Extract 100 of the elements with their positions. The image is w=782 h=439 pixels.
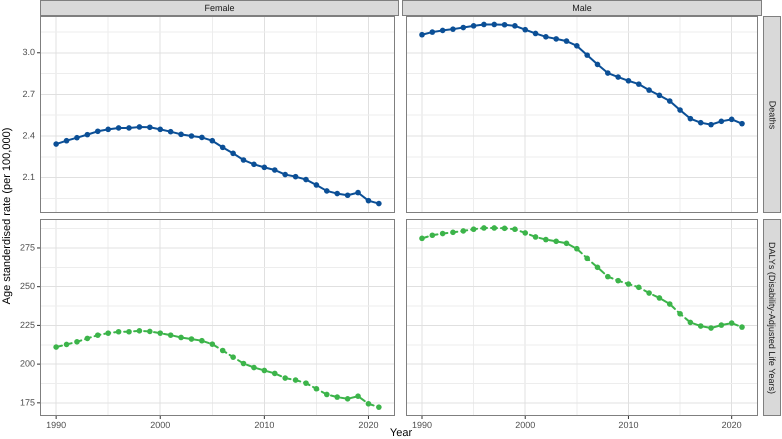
point: [355, 190, 361, 196]
point: [688, 116, 694, 122]
point: [470, 226, 476, 232]
x-axis-title: Year: [390, 427, 412, 439]
point: [94, 128, 101, 134]
point: [512, 23, 518, 29]
y-tick-label: 2.4: [22, 130, 35, 140]
point: [564, 38, 570, 44]
point: [376, 404, 382, 410]
point: [199, 134, 205, 140]
point: [646, 87, 652, 93]
point: [168, 332, 174, 338]
point: [84, 132, 90, 138]
y-tick-label: 3.0: [22, 47, 35, 58]
point: [105, 330, 111, 336]
point: [314, 182, 320, 188]
point: [543, 236, 549, 242]
point: [430, 232, 436, 238]
point: [157, 126, 164, 132]
point: [739, 120, 745, 126]
point: [688, 320, 694, 326]
point: [126, 328, 132, 335]
point: [116, 125, 122, 131]
point: [334, 190, 340, 196]
point: [262, 164, 268, 170]
point: [646, 290, 652, 296]
point: [419, 32, 425, 38]
point: [636, 81, 642, 87]
x-tick-label: 1990: [412, 420, 432, 430]
point: [64, 138, 70, 144]
point: [502, 225, 508, 232]
point: [532, 234, 538, 240]
point: [74, 339, 80, 345]
point: [74, 134, 80, 140]
point: [553, 36, 559, 42]
point: [303, 380, 309, 386]
point: [220, 144, 226, 150]
point: [53, 344, 59, 350]
point: [188, 133, 194, 139]
point: [376, 200, 382, 206]
x-tick-label: 2010: [618, 420, 638, 430]
point: [574, 43, 580, 49]
point: [282, 172, 288, 178]
y-tick-label: 2.7: [22, 88, 35, 99]
point: [440, 230, 446, 236]
point: [344, 396, 350, 402]
point: [698, 120, 704, 126]
point: [594, 62, 600, 68]
point: [594, 264, 600, 270]
point: [220, 348, 226, 354]
point: [626, 281, 632, 287]
point: [324, 188, 330, 194]
point: [532, 30, 538, 36]
x-tick-label: 1990: [46, 420, 66, 430]
y-tick-label: 275: [20, 242, 35, 252]
point: [240, 360, 246, 366]
point: [230, 354, 236, 360]
point: [209, 138, 216, 144]
y2-axis-title: DALYs (Disability-Adjusted Life Years): [767, 242, 777, 394]
chart-title: Female: [40, 0, 399, 16]
point: [126, 125, 132, 131]
point: [366, 198, 372, 204]
point: [564, 240, 570, 246]
point: [419, 236, 425, 242]
point: [698, 323, 704, 329]
point: [168, 128, 174, 135]
point: [116, 328, 122, 335]
point: [324, 392, 330, 398]
x-tick-label: 2020: [722, 420, 742, 430]
point: [666, 98, 673, 104]
point: [450, 230, 456, 236]
point: [178, 132, 184, 138]
point: [292, 377, 298, 383]
point: [199, 338, 205, 344]
point: [355, 393, 361, 399]
point: [366, 400, 372, 407]
point: [739, 324, 745, 330]
point: [209, 341, 216, 347]
x-tick-label: 2000: [150, 420, 170, 430]
point: [728, 320, 734, 326]
point: [430, 29, 436, 35]
y-tick-label: 2.1: [22, 172, 35, 182]
point: [450, 26, 456, 32]
point: [522, 230, 528, 236]
point: [512, 226, 518, 232]
point: [470, 23, 476, 29]
point: [136, 124, 142, 130]
x-tick-label: 2000: [515, 420, 536, 430]
point: [666, 301, 673, 307]
point: [282, 375, 288, 381]
point: [656, 92, 662, 98]
point: [502, 22, 508, 28]
point: [708, 325, 714, 331]
point: [481, 225, 487, 231]
point: [543, 34, 549, 40]
point: [84, 336, 90, 342]
point: [251, 162, 257, 168]
point: [292, 174, 298, 180]
point: [240, 157, 246, 163]
point: [553, 238, 559, 244]
